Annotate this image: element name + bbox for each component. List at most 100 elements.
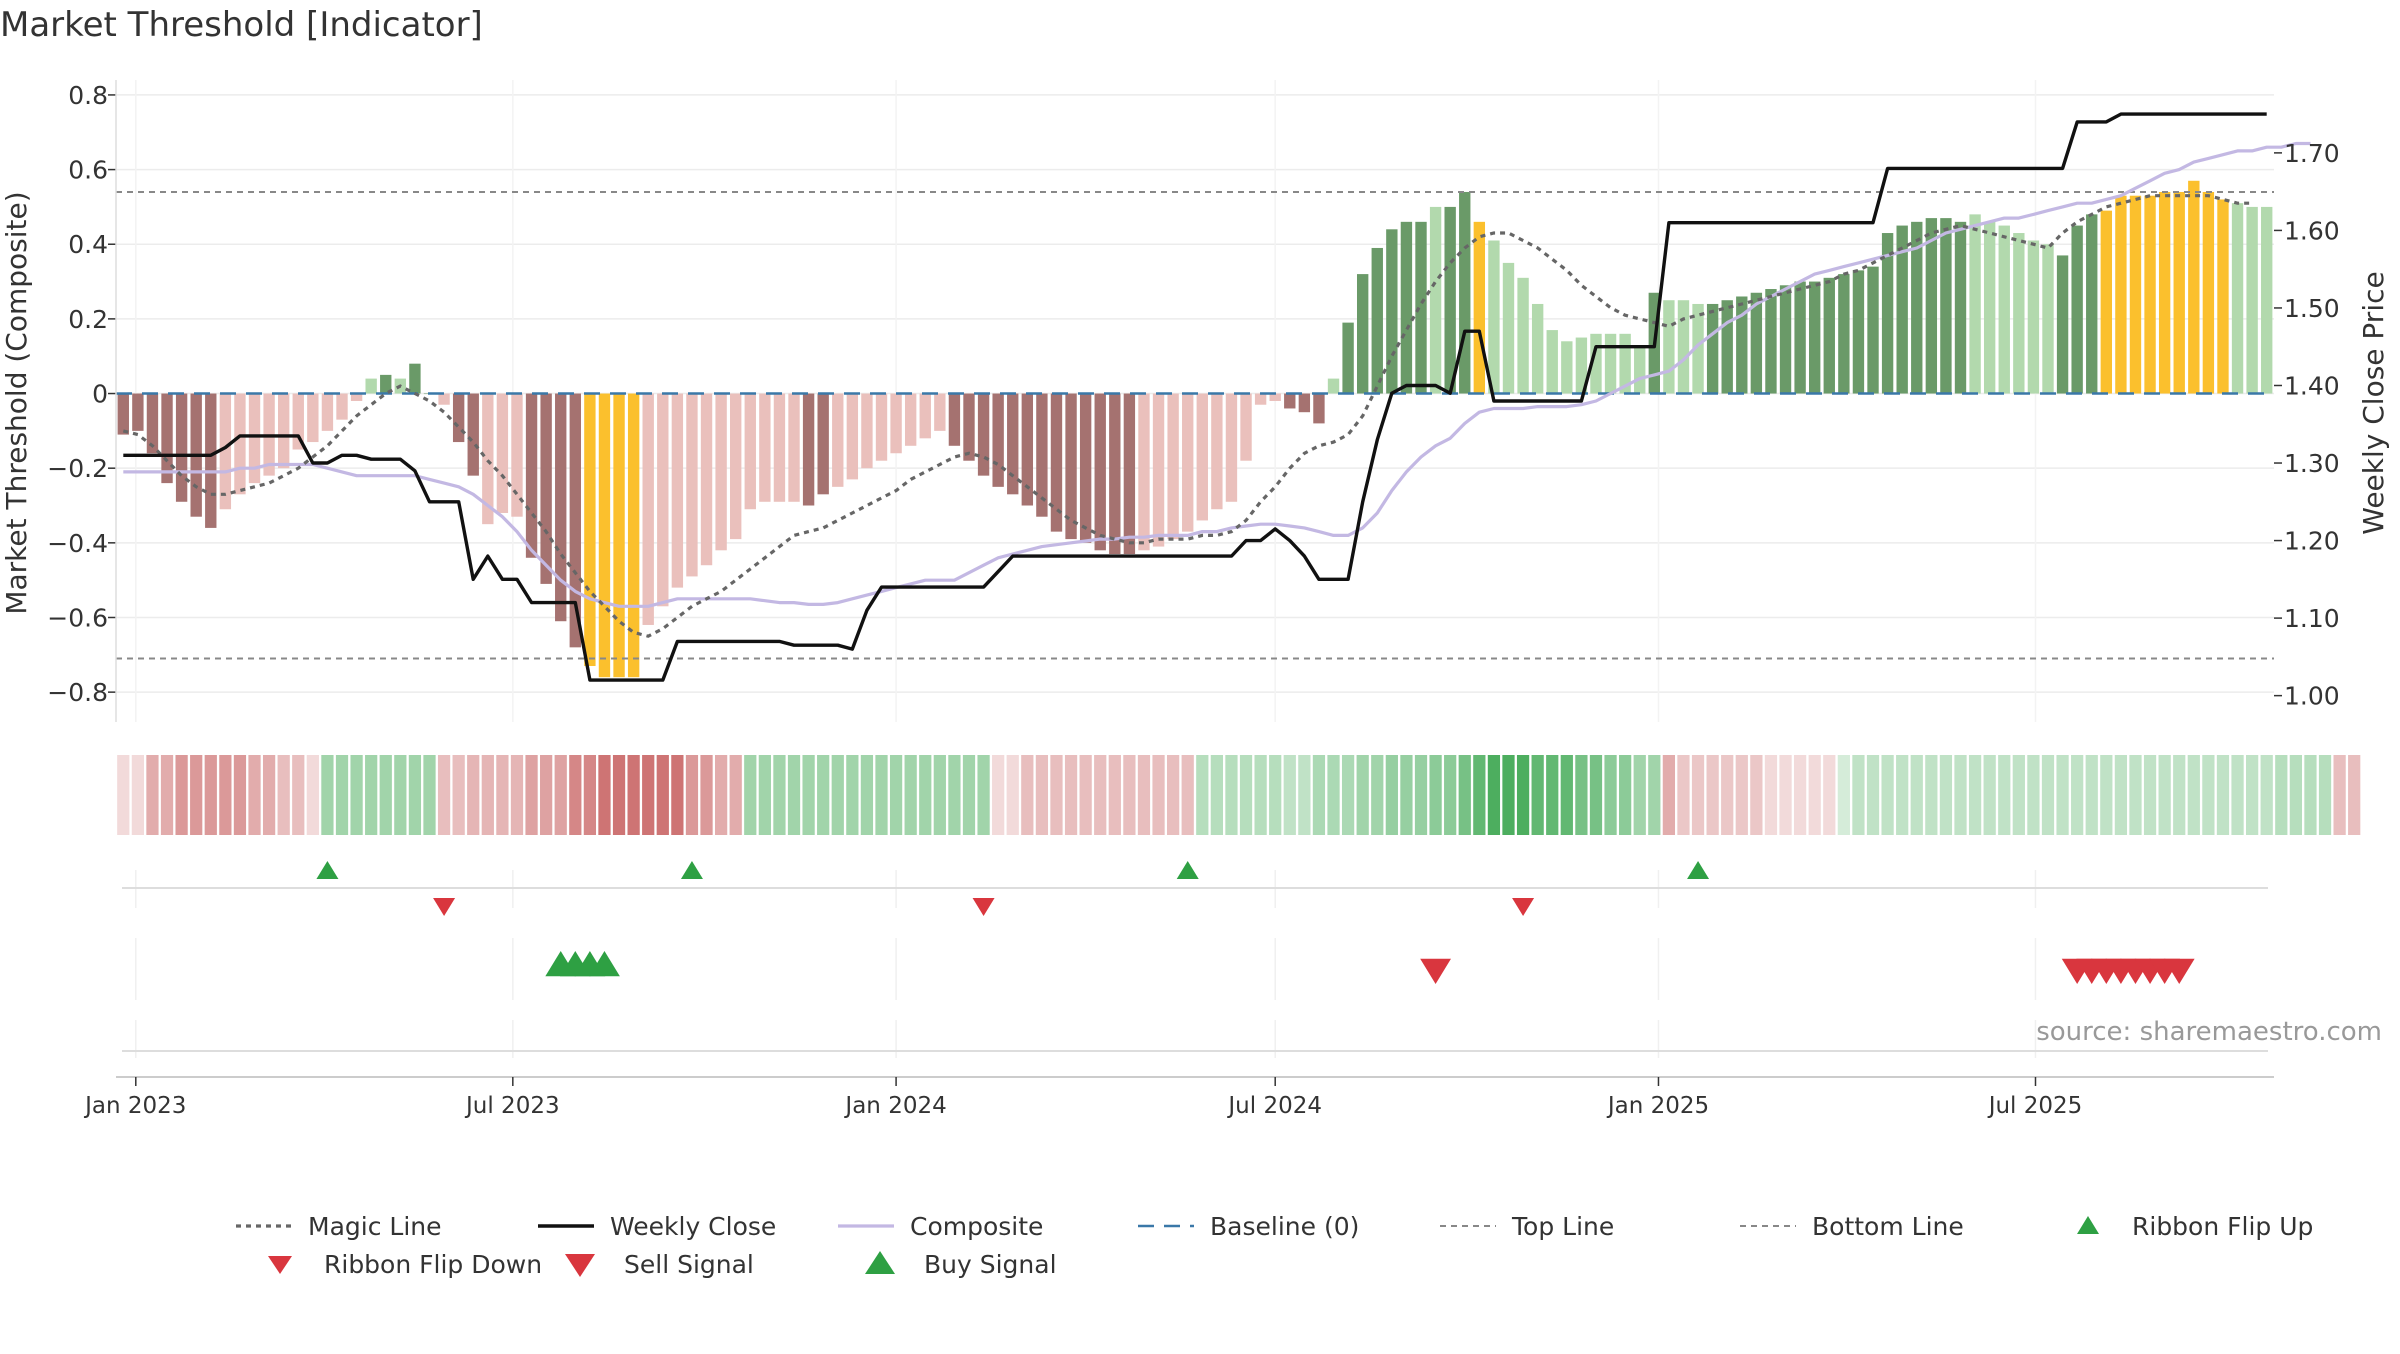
ribbon-cell-64 xyxy=(1050,755,1063,835)
legend-flip_up-swatch xyxy=(2077,1216,2099,1234)
ribbon-cell-132 xyxy=(2041,755,2055,835)
ribbon-flip-up-1 xyxy=(680,861,703,879)
ribbon-cell-30 xyxy=(554,755,567,835)
ribbon-layer xyxy=(117,755,2361,835)
legend: Magic Line Weekly Close Composite Baseline … xyxy=(236,1212,2313,1279)
bar-64 xyxy=(1050,393,1063,532)
y-tick-label-0: 0.8 xyxy=(68,81,108,110)
bar-55 xyxy=(919,393,931,439)
legend-flip_down-swatch xyxy=(268,1256,292,1274)
ribbon-cell-16 xyxy=(350,755,363,835)
bar-24 xyxy=(467,393,479,476)
bar-3 xyxy=(161,393,173,484)
legend-sell-swatch xyxy=(565,1254,595,1277)
bar-98 xyxy=(1546,330,1558,394)
ribbon-cell-24 xyxy=(467,755,480,835)
bars-layer xyxy=(117,180,2273,678)
bar-134 xyxy=(2071,225,2083,394)
bar-108 xyxy=(1692,303,1704,394)
ribbon-cell-120 xyxy=(1866,755,1880,835)
ribbon-cell-35 xyxy=(627,755,640,835)
ribbon-cell-12 xyxy=(292,755,305,835)
ribbon-cell-122 xyxy=(1896,755,1909,835)
x-tick-label-1: Jul 2023 xyxy=(464,1093,560,1119)
x-tick-label-4: Jan 2025 xyxy=(1606,1093,1709,1119)
ribbon-cell-105 xyxy=(1648,755,1661,835)
bar-102 xyxy=(1604,333,1617,394)
legend-baseline-label: Baseline (0) xyxy=(1210,1212,1359,1241)
legend-flip_down-label: Ribbon Flip Down xyxy=(324,1250,542,1279)
ribbon-cell-140 xyxy=(2158,755,2171,835)
ribbon-cell-62 xyxy=(1021,755,1034,835)
ribbon-cell-7 xyxy=(219,755,232,835)
y-tick-label-7: −0.6 xyxy=(47,603,108,632)
bar-129 xyxy=(1998,225,2010,394)
ribbon-cell-14 xyxy=(321,755,334,835)
ribbon-cell-44 xyxy=(758,755,771,835)
ribbon-cell-98 xyxy=(1546,755,1559,835)
legend-composite-label: Composite xyxy=(910,1212,1043,1241)
ribbon-cell-29 xyxy=(540,755,553,835)
bar-89 xyxy=(1415,221,1427,394)
ribbon-cell-129 xyxy=(1998,755,2011,835)
bar-128 xyxy=(1983,221,1996,394)
y2-axis-label: Weekly Close Price xyxy=(2357,271,2390,534)
legend-buy-swatch xyxy=(865,1251,895,1274)
ribbon-cell-49 xyxy=(831,755,844,835)
ribbon-cell-77 xyxy=(1239,755,1253,835)
ribbon-cell-50 xyxy=(846,755,859,835)
bar-66 xyxy=(1079,393,1092,543)
sell-signal-8 xyxy=(2163,958,2195,984)
ribbon-cell-83 xyxy=(1327,755,1340,835)
x-tick-label-5: Jul 2025 xyxy=(1987,1093,2083,1119)
bar-116 xyxy=(1809,281,1821,394)
bar-117 xyxy=(1823,277,1835,394)
bar-107 xyxy=(1677,300,1690,394)
bar-26 xyxy=(496,393,509,513)
bar-38 xyxy=(671,393,684,588)
bar-76 xyxy=(1225,393,1238,502)
legend-close-label: Weekly Close xyxy=(610,1212,776,1241)
bar-97 xyxy=(1531,303,1544,394)
y2-tick-label-7: 1.00 xyxy=(2284,682,2340,711)
ribbon-cell-79 xyxy=(1269,755,1282,835)
bar-123 xyxy=(1911,221,1923,394)
bar-16 xyxy=(350,393,363,401)
bar-37 xyxy=(657,393,669,607)
ribbon-cell-131 xyxy=(2027,755,2040,835)
ribbon-cell-39 xyxy=(685,755,699,835)
ribbon-cell-149 xyxy=(2289,755,2302,835)
bar-42 xyxy=(730,393,742,540)
bar-119 xyxy=(1852,270,1865,394)
bar-11 xyxy=(277,393,290,469)
bar-104 xyxy=(1634,345,1646,394)
ribbon-cell-91 xyxy=(1444,755,1457,835)
bar-71 xyxy=(1152,393,1165,547)
bar-83 xyxy=(1327,378,1340,394)
ribbon-cell-114 xyxy=(1779,755,1792,835)
ribbon-cell-40 xyxy=(700,755,713,835)
bar-118 xyxy=(1838,274,1850,394)
ribbon-cell-101 xyxy=(1589,755,1603,835)
bar-40 xyxy=(700,393,713,566)
ribbon-cell-104 xyxy=(1633,755,1646,835)
ribbon-cell-85 xyxy=(1356,755,1369,835)
ribbon-cell-115 xyxy=(1793,755,1807,835)
x-tick-label-0: Jan 2023 xyxy=(83,1093,186,1119)
ribbon-cell-116 xyxy=(1808,755,1821,835)
ribbon-cell-121 xyxy=(1881,755,1894,835)
ribbon-cell-97 xyxy=(1531,755,1544,835)
ribbon-cell-144 xyxy=(2216,755,2230,835)
bar-126 xyxy=(1954,221,1967,394)
y-tick-label-3: 0.2 xyxy=(68,305,108,334)
bar-79 xyxy=(1269,393,1281,401)
bar-17 xyxy=(365,378,377,394)
ribbon-cell-133 xyxy=(2056,755,2069,835)
ribbon-cell-126 xyxy=(1954,755,1967,835)
ribbon-cell-138 xyxy=(2129,755,2142,835)
ribbon-cell-66 xyxy=(1079,755,1092,835)
ribbon-cell-17 xyxy=(365,755,378,835)
ribbon-cell-146 xyxy=(2246,755,2259,835)
bar-114 xyxy=(1779,285,1792,394)
